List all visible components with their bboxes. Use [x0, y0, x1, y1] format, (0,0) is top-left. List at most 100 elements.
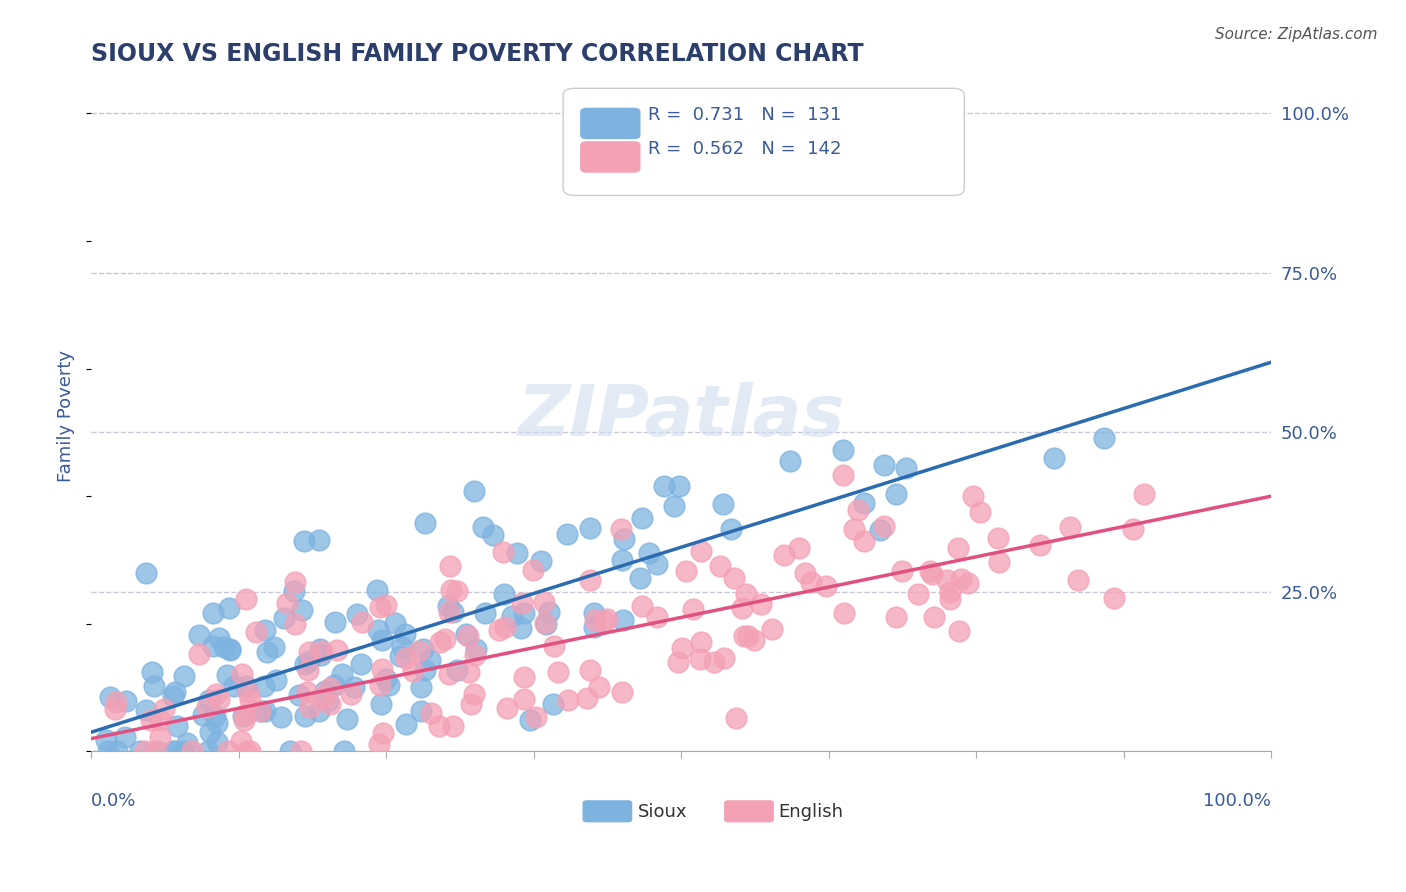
- Point: [419, 653, 441, 667]
- Point: [612, 613, 634, 627]
- Point: [465, 642, 488, 657]
- Point: [675, 564, 697, 578]
- Point: [114, 731, 136, 745]
- Point: [235, 679, 257, 693]
- Point: [832, 443, 855, 458]
- Point: [205, 687, 228, 701]
- Point: [149, 713, 172, 727]
- Point: [1122, 521, 1144, 535]
- Point: [921, 566, 943, 581]
- Point: [322, 678, 344, 692]
- Point: [208, 632, 231, 646]
- Point: [232, 709, 254, 723]
- Point: [596, 612, 619, 626]
- Point: [501, 609, 523, 624]
- Point: [309, 642, 332, 657]
- Point: [319, 697, 342, 711]
- Point: [814, 578, 837, 592]
- Point: [319, 681, 342, 695]
- Point: [394, 650, 416, 665]
- Point: [298, 700, 321, 714]
- Point: [664, 499, 686, 513]
- Point: [519, 713, 541, 727]
- Point: [256, 645, 278, 659]
- Point: [188, 628, 211, 642]
- Point: [235, 744, 257, 758]
- Point: [163, 744, 186, 758]
- Point: [772, 549, 794, 563]
- Point: [939, 592, 962, 607]
- Point: [370, 662, 392, 676]
- Point: [163, 685, 186, 699]
- Point: [463, 687, 485, 701]
- Point: [842, 522, 865, 536]
- Point: [458, 665, 481, 679]
- Point: [506, 546, 529, 560]
- Point: [588, 681, 610, 695]
- Point: [557, 693, 579, 707]
- Point: [779, 454, 801, 468]
- Point: [946, 541, 969, 555]
- Point: [254, 623, 277, 637]
- Point: [135, 566, 157, 580]
- Point: [413, 516, 436, 531]
- Point: [873, 458, 896, 472]
- Point: [367, 623, 389, 637]
- Point: [231, 734, 253, 748]
- Point: [172, 744, 194, 758]
- Point: [409, 704, 432, 718]
- Point: [245, 624, 267, 639]
- FancyBboxPatch shape: [564, 88, 965, 195]
- Point: [530, 554, 553, 568]
- Point: [583, 613, 606, 627]
- Point: [195, 699, 218, 714]
- Point: [97, 744, 120, 758]
- Point: [176, 736, 198, 750]
- Point: [723, 571, 745, 585]
- Point: [129, 744, 152, 758]
- Point: [219, 643, 242, 657]
- Point: [273, 611, 295, 625]
- Point: [389, 649, 412, 664]
- Point: [579, 521, 602, 535]
- Point: [703, 655, 725, 669]
- Point: [512, 670, 534, 684]
- Point: [668, 479, 690, 493]
- Point: [457, 630, 479, 644]
- Point: [437, 667, 460, 681]
- Point: [427, 719, 450, 733]
- Point: [513, 692, 536, 706]
- Point: [537, 605, 560, 619]
- Point: [231, 666, 253, 681]
- Point: [294, 657, 316, 672]
- Point: [846, 503, 869, 517]
- Point: [689, 652, 711, 666]
- Point: [276, 596, 298, 610]
- Point: [153, 702, 176, 716]
- Point: [610, 685, 633, 699]
- Text: Sioux: Sioux: [637, 803, 688, 821]
- Point: [270, 710, 292, 724]
- Point: [105, 744, 128, 758]
- Point: [198, 725, 221, 739]
- Point: [375, 598, 398, 612]
- Point: [342, 680, 364, 694]
- Point: [853, 533, 876, 548]
- Point: [950, 572, 973, 586]
- Point: [395, 716, 418, 731]
- Point: [709, 559, 731, 574]
- Point: [429, 634, 451, 648]
- Point: [724, 711, 747, 725]
- Point: [464, 648, 486, 662]
- Point: [394, 627, 416, 641]
- Point: [800, 574, 823, 589]
- Point: [292, 534, 315, 549]
- Point: [671, 641, 693, 656]
- Point: [439, 559, 461, 574]
- Point: [853, 495, 876, 509]
- Point: [263, 640, 285, 654]
- Point: [284, 574, 307, 589]
- Point: [316, 694, 339, 708]
- Point: [290, 603, 312, 617]
- Point: [491, 545, 513, 559]
